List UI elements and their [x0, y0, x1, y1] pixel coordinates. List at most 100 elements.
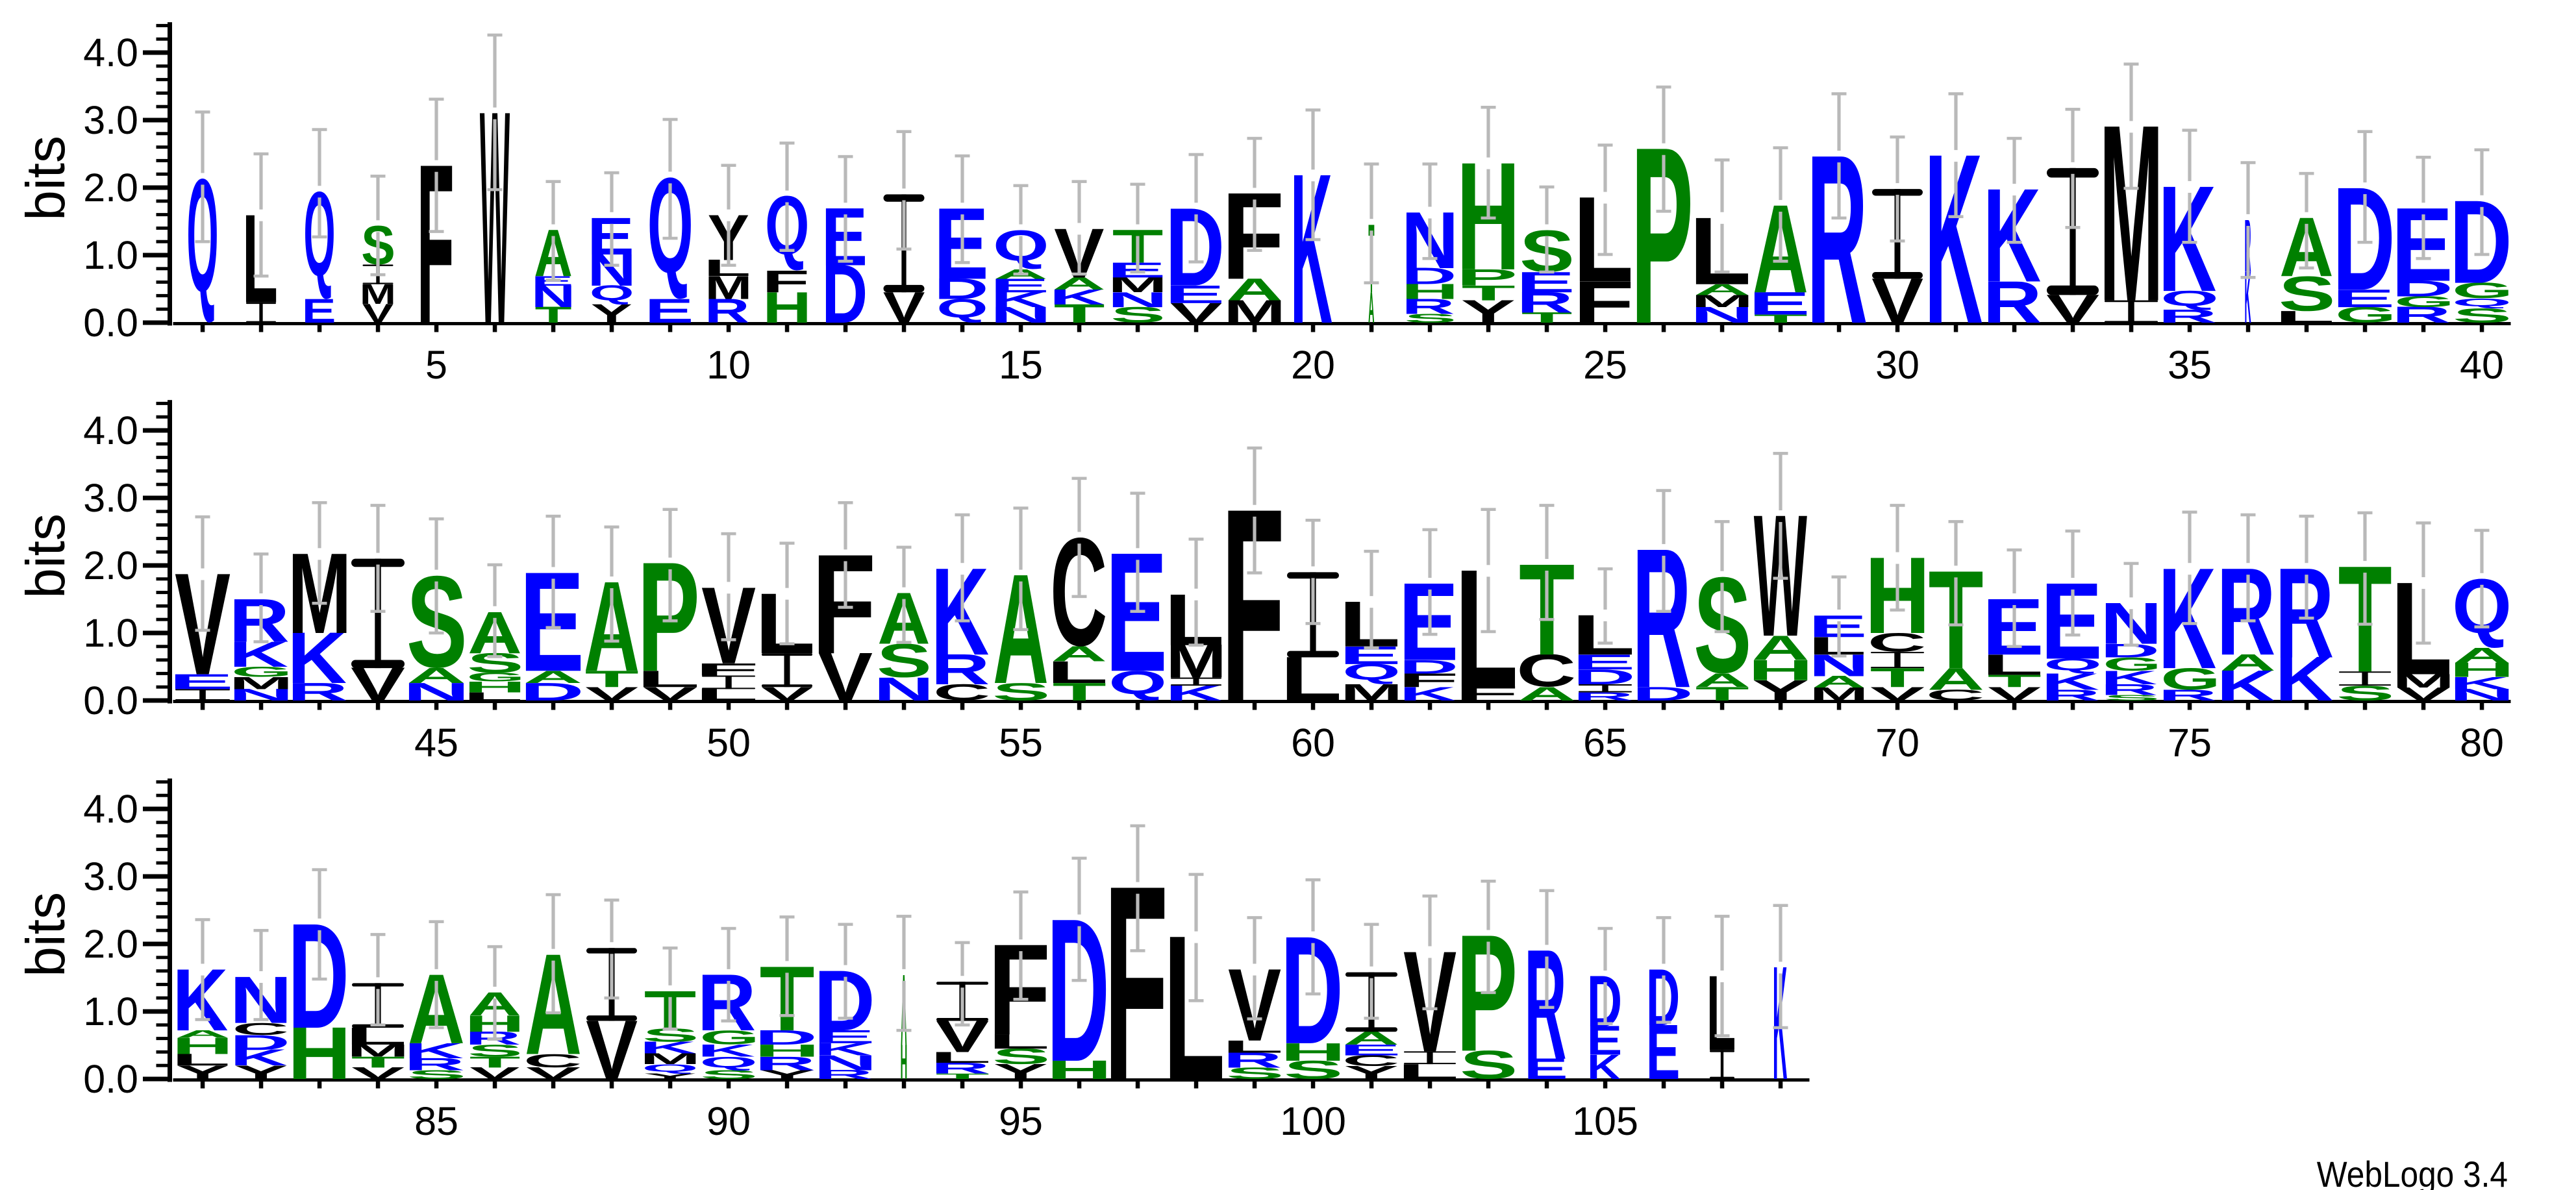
svg-text:3.0: 3.0 [83, 476, 138, 520]
svg-text:30: 30 [1875, 343, 1919, 387]
svg-text:S: S [992, 678, 1050, 705]
svg-text:85: 85 [414, 1099, 458, 1143]
svg-text:90: 90 [707, 1099, 751, 1143]
svg-text:2.0: 2.0 [83, 543, 138, 588]
svg-text:E: E [1165, 280, 1225, 309]
svg-text:R: R [1807, 105, 1868, 375]
svg-text:R: R [2158, 306, 2217, 327]
svg-text:V: V [469, 1063, 519, 1082]
svg-text:1.0: 1.0 [83, 989, 138, 1034]
svg-text:A: A [2453, 643, 2510, 667]
svg-text:L: L [171, 1050, 231, 1069]
svg-text:F: F [1455, 682, 1519, 705]
svg-text:N: N [2449, 686, 2515, 704]
svg-text:A: A [1812, 673, 1866, 691]
svg-text:L: L [988, 1030, 1049, 1053]
svg-text:N: N [814, 1050, 877, 1074]
svg-text:L: L [1164, 579, 1225, 661]
svg-text:G: G [2452, 279, 2513, 303]
svg-text:R: R [2275, 542, 2334, 686]
svg-text:K: K [2245, 257, 2251, 339]
svg-text:Y: Y [591, 299, 632, 328]
svg-text:C: C [1926, 686, 1984, 704]
svg-text:WebLogo 3.4: WebLogo 3.4 [2317, 1154, 2508, 1190]
svg-text:H: H [2449, 658, 2515, 682]
svg-text:R: R [2158, 687, 2217, 704]
svg-text:N: N [873, 671, 934, 708]
svg-text:T: T [1054, 299, 1105, 328]
svg-text:A: A [1694, 281, 1750, 299]
svg-text:M: M [1810, 684, 1869, 704]
svg-text:T: T [1521, 309, 1573, 326]
svg-text:T: T [469, 1054, 521, 1071]
svg-text:N: N [403, 678, 469, 706]
svg-text:Y: Y [1344, 1062, 1399, 1083]
svg-text:S: S [1284, 1056, 1343, 1084]
svg-text:A: A [1368, 284, 1374, 332]
svg-text:T: T [936, 1072, 990, 1080]
svg-text:V: V [818, 638, 873, 715]
svg-text:M: M [705, 269, 752, 306]
svg-text:E: E [813, 1026, 875, 1047]
svg-text:T: T [1988, 671, 2042, 691]
svg-text:V: V [526, 1064, 581, 1083]
svg-text:Q: Q [642, 1062, 699, 1074]
svg-text:A: A [1227, 273, 1282, 307]
svg-text:C: C [232, 1020, 289, 1039]
svg-text:2.0: 2.0 [83, 922, 138, 966]
svg-text:R: R [1982, 269, 2042, 336]
svg-text:D: D [821, 247, 868, 341]
svg-text:T: T [1754, 312, 1808, 325]
svg-text:A: A [1051, 642, 1107, 666]
svg-text:G: G [2335, 303, 2396, 327]
svg-text:M: M [1340, 680, 1403, 706]
svg-text:K: K [1983, 161, 2042, 310]
svg-text:G: G [2103, 654, 2161, 675]
svg-text:0.0: 0.0 [83, 1057, 138, 1101]
svg-text:75: 75 [2168, 721, 2212, 765]
svg-text:M: M [229, 673, 293, 693]
svg-text:V: V [643, 683, 697, 704]
svg-text:A: A [1053, 274, 1106, 293]
svg-text:R: R [1632, 507, 1691, 730]
svg-text:N: N [1107, 288, 1168, 312]
svg-text:D: D [1401, 264, 1457, 290]
svg-text:K: K [2042, 669, 2100, 695]
svg-text:K: K [230, 1045, 287, 1071]
svg-text:L: L [1571, 603, 1635, 667]
svg-text:K: K [172, 951, 228, 1050]
svg-text:Q: Q [2452, 296, 2512, 308]
svg-text:C: C [1516, 645, 1576, 696]
svg-text:15: 15 [999, 343, 1043, 387]
svg-text:D: D [1399, 656, 1458, 678]
svg-text:R: R [1573, 690, 1634, 703]
svg-text:H: H [1401, 280, 1459, 304]
svg-text:R: R [404, 1054, 465, 1074]
svg-text:K: K [931, 543, 990, 682]
svg-text:L: L [2275, 308, 2335, 327]
svg-text:L: L [1573, 171, 1634, 308]
svg-text:N: N [990, 303, 1052, 328]
svg-text:R: R [931, 645, 990, 693]
svg-text:L: L [1455, 534, 1518, 723]
svg-text:A: A [524, 667, 582, 687]
svg-text:5: 5 [425, 343, 447, 387]
svg-text:N: N [1690, 303, 1754, 328]
svg-text:V: V [351, 1064, 405, 1083]
svg-text:L: L [1689, 197, 1751, 304]
svg-text:V: V [1170, 297, 1222, 329]
svg-text:20: 20 [1291, 343, 1335, 387]
svg-text:R: R [2101, 681, 2158, 699]
svg-text:C: C [1342, 1052, 1399, 1069]
svg-text:S: S [1226, 1064, 1284, 1082]
svg-text:K: K [2449, 673, 2509, 693]
svg-text:Y: Y [176, 1061, 229, 1083]
svg-text:R: R [2392, 302, 2451, 327]
svg-text:4.0: 4.0 [83, 31, 138, 75]
svg-text:S: S [1404, 312, 1457, 325]
svg-text:R: R [755, 1052, 816, 1074]
svg-text:M: M [347, 1041, 409, 1060]
svg-text:P: P [1456, 264, 1518, 290]
svg-text:D: D [1632, 683, 1694, 704]
svg-text:H: H [464, 678, 526, 696]
